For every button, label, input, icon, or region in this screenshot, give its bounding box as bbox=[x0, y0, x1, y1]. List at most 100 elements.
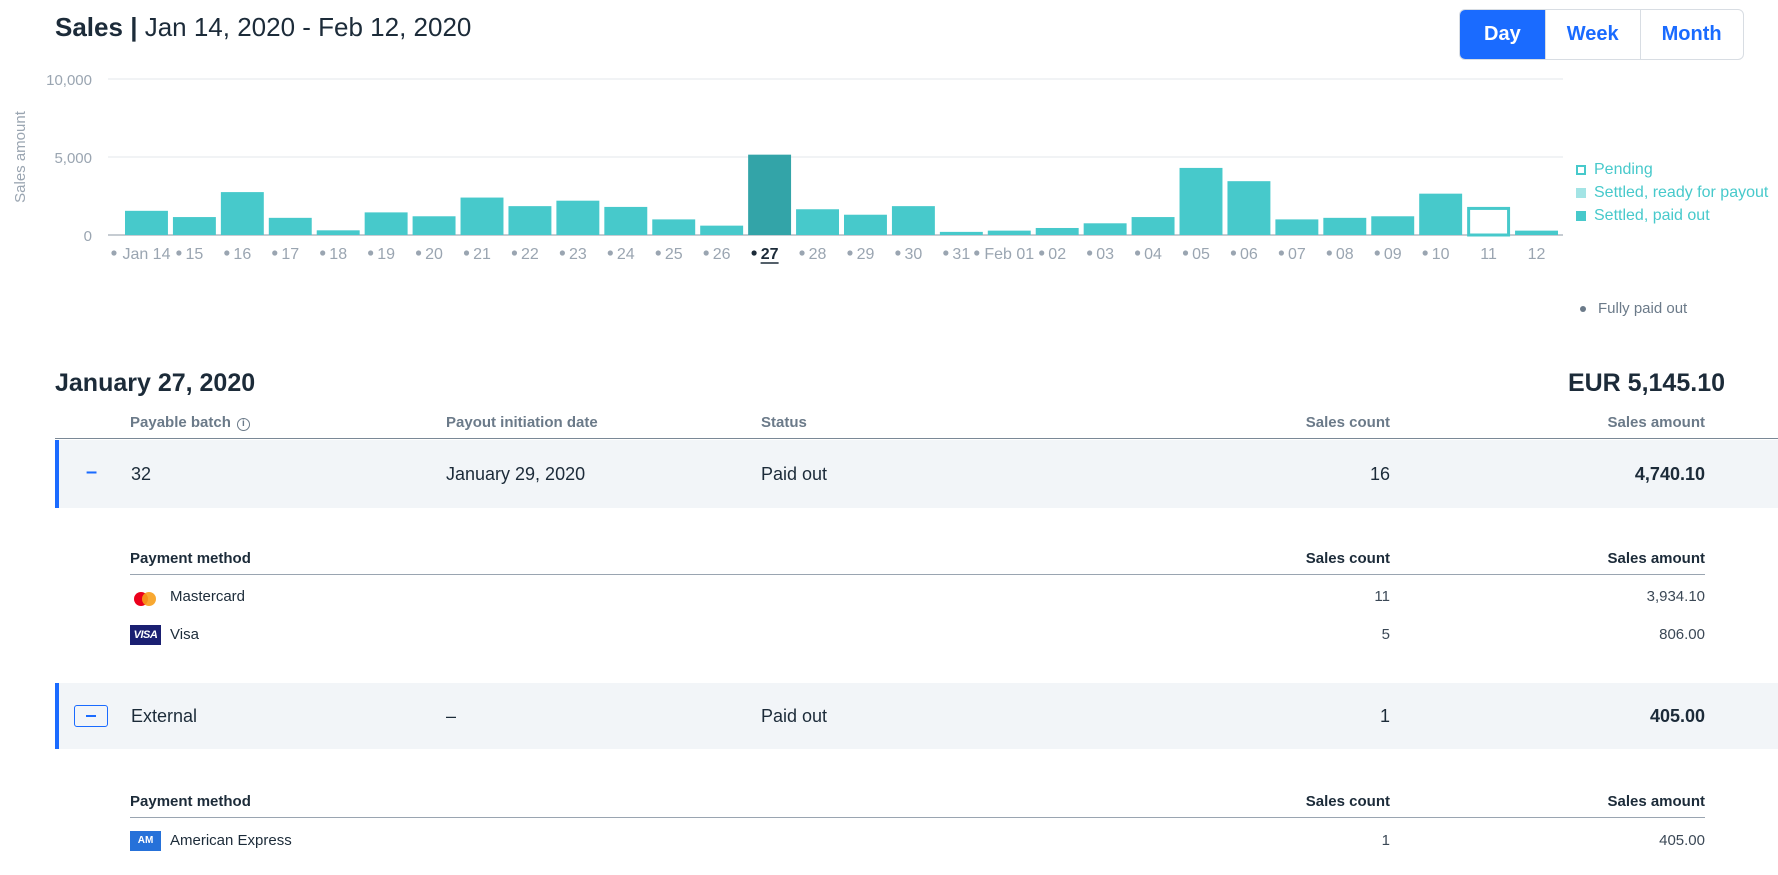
visa-icon: VISA bbox=[130, 625, 161, 645]
chart-bar bbox=[1275, 219, 1319, 235]
batch-status: Paid out bbox=[761, 706, 828, 726]
method-name: Mastercard bbox=[170, 588, 246, 605]
fully-paid-dot bbox=[895, 250, 901, 256]
batch-id: External bbox=[131, 706, 198, 726]
x-tick-label: 19 bbox=[377, 246, 395, 263]
x-tick-label: 28 bbox=[809, 246, 827, 263]
chart-bar bbox=[891, 206, 935, 235]
batch-row[interactable] bbox=[55, 440, 1778, 508]
x-tick-label: 18 bbox=[329, 246, 347, 263]
x-tick-label: 15 bbox=[186, 246, 204, 263]
chart-bar bbox=[1515, 230, 1558, 235]
header-divider bbox=[55, 438, 1778, 439]
chart-legend: Pending Settled, ready for payout Settle… bbox=[1576, 158, 1768, 227]
legend-swatch-pending bbox=[1576, 164, 1586, 175]
fully-paid-dot bbox=[751, 250, 757, 256]
x-tick-label: 25 bbox=[665, 246, 683, 263]
col-payable-batch-label: Payable batch bbox=[130, 414, 231, 431]
chart-bar bbox=[987, 230, 1031, 235]
fully-paid-dot bbox=[1278, 250, 1284, 256]
chart-bar bbox=[1179, 167, 1223, 235]
legend-swatch-paid bbox=[1576, 210, 1586, 221]
legend-item-paid: Settled, paid out bbox=[1576, 204, 1768, 227]
x-tick-label: 26 bbox=[713, 246, 731, 263]
chart-bar bbox=[508, 206, 552, 235]
info-icon[interactable]: i bbox=[236, 418, 250, 431]
x-tick-label: 30 bbox=[905, 246, 923, 263]
y-tick-label: 10,000 bbox=[46, 72, 92, 89]
selected-date-total: EUR 5,145.10 bbox=[1567, 369, 1725, 397]
chart-bar bbox=[748, 154, 792, 235]
fully-paid-dot bbox=[1374, 250, 1380, 256]
page-title: Sales | Jan 14, 2020 - Feb 12, 2020 bbox=[55, 10, 471, 44]
chart-bar bbox=[364, 212, 408, 235]
fully-paid-dot bbox=[847, 250, 853, 256]
chart-bar bbox=[220, 192, 264, 235]
legend-label-pending: Pending bbox=[1594, 161, 1653, 178]
title-separator: | bbox=[130, 12, 138, 42]
legend-label-fully-paid: Fully paid out bbox=[1598, 300, 1688, 317]
collapse-batch-button[interactable]: – bbox=[86, 461, 98, 483]
batch-sales-count: 1 bbox=[1379, 706, 1390, 726]
chart-bar bbox=[604, 206, 648, 235]
collapse-batch-button[interactable] bbox=[74, 705, 108, 727]
fully-paid-dot bbox=[1422, 250, 1428, 256]
legend-item-pending: Pending bbox=[1576, 158, 1768, 181]
col-sales-count: Sales count bbox=[1305, 414, 1390, 431]
chart-bar bbox=[939, 231, 983, 235]
x-tick-label: 29 bbox=[857, 246, 875, 263]
day-button[interactable]: Day bbox=[1460, 10, 1545, 59]
chart-bar bbox=[556, 200, 600, 235]
fully-paid-dot bbox=[974, 250, 980, 256]
month-button[interactable]: Month bbox=[1639, 10, 1743, 59]
x-tick-label: 06 bbox=[1240, 246, 1258, 263]
chart-bar bbox=[316, 230, 360, 235]
fully-paid-dot bbox=[559, 250, 565, 256]
method-count: 1 bbox=[1381, 832, 1390, 849]
x-tick-label: 20 bbox=[425, 246, 443, 263]
batch-status: Paid out bbox=[761, 464, 828, 484]
chart-bar bbox=[1083, 223, 1127, 235]
batch-sales-amount: 4,740.10 bbox=[1634, 464, 1705, 484]
x-tick-label: 31 bbox=[952, 246, 970, 263]
week-button[interactable]: Week bbox=[1544, 10, 1640, 59]
chart-bar bbox=[1227, 181, 1271, 235]
y-axis-label: Sales amount bbox=[12, 110, 29, 203]
x-tick-label: 07 bbox=[1288, 246, 1306, 263]
col-payout-date: Payout initiation date bbox=[446, 414, 598, 431]
method-count: 11 bbox=[1374, 588, 1390, 605]
col-payable-batch: Payable batch i bbox=[130, 414, 250, 431]
x-tick-label: 04 bbox=[1144, 246, 1162, 263]
fully-paid-dot bbox=[607, 250, 613, 256]
fully-paid-dot bbox=[1087, 250, 1093, 256]
fully-paid-dot bbox=[111, 250, 117, 256]
fully-paid-dot bbox=[1230, 250, 1237, 256]
x-tick-label: 10 bbox=[1432, 246, 1450, 263]
x-tick-label: 02 bbox=[1048, 246, 1066, 263]
x-tick-label: 11 bbox=[1480, 246, 1497, 263]
legend-label-paid: Settled, paid out bbox=[1594, 207, 1710, 224]
method-amount: 806.00 bbox=[1659, 626, 1705, 643]
x-tick-label: 21 bbox=[473, 246, 491, 263]
x-tick-label: 22 bbox=[521, 246, 539, 263]
fully-paid-dot bbox=[224, 250, 230, 256]
x-tick-label: 23 bbox=[569, 246, 587, 263]
batch-row[interactable] bbox=[55, 683, 1778, 749]
page-title-label: Sales bbox=[55, 12, 123, 42]
batch-payout-date: January 29, 2020 bbox=[446, 464, 586, 484]
fully-paid-dot bbox=[703, 250, 709, 256]
col-sales-amount: Sales amount bbox=[1607, 414, 1705, 431]
x-tick-label: 12 bbox=[1528, 246, 1546, 263]
batch-payout-date: – bbox=[446, 706, 457, 726]
amex-icon: AM EX bbox=[130, 831, 161, 866]
chart-bar bbox=[268, 217, 312, 235]
methods-col-method: Payment method bbox=[130, 550, 251, 567]
batch-sales-amount: 405.00 bbox=[1649, 706, 1705, 726]
batch-id: 32 bbox=[131, 464, 152, 484]
x-tick-label: 24 bbox=[617, 246, 635, 263]
fully-paid-dot bbox=[415, 250, 422, 256]
fully-paid-dot bbox=[368, 250, 374, 256]
chart-bar bbox=[412, 216, 456, 235]
method-amount: 405.00 bbox=[1659, 832, 1705, 849]
chart-bar bbox=[1467, 206, 1511, 237]
